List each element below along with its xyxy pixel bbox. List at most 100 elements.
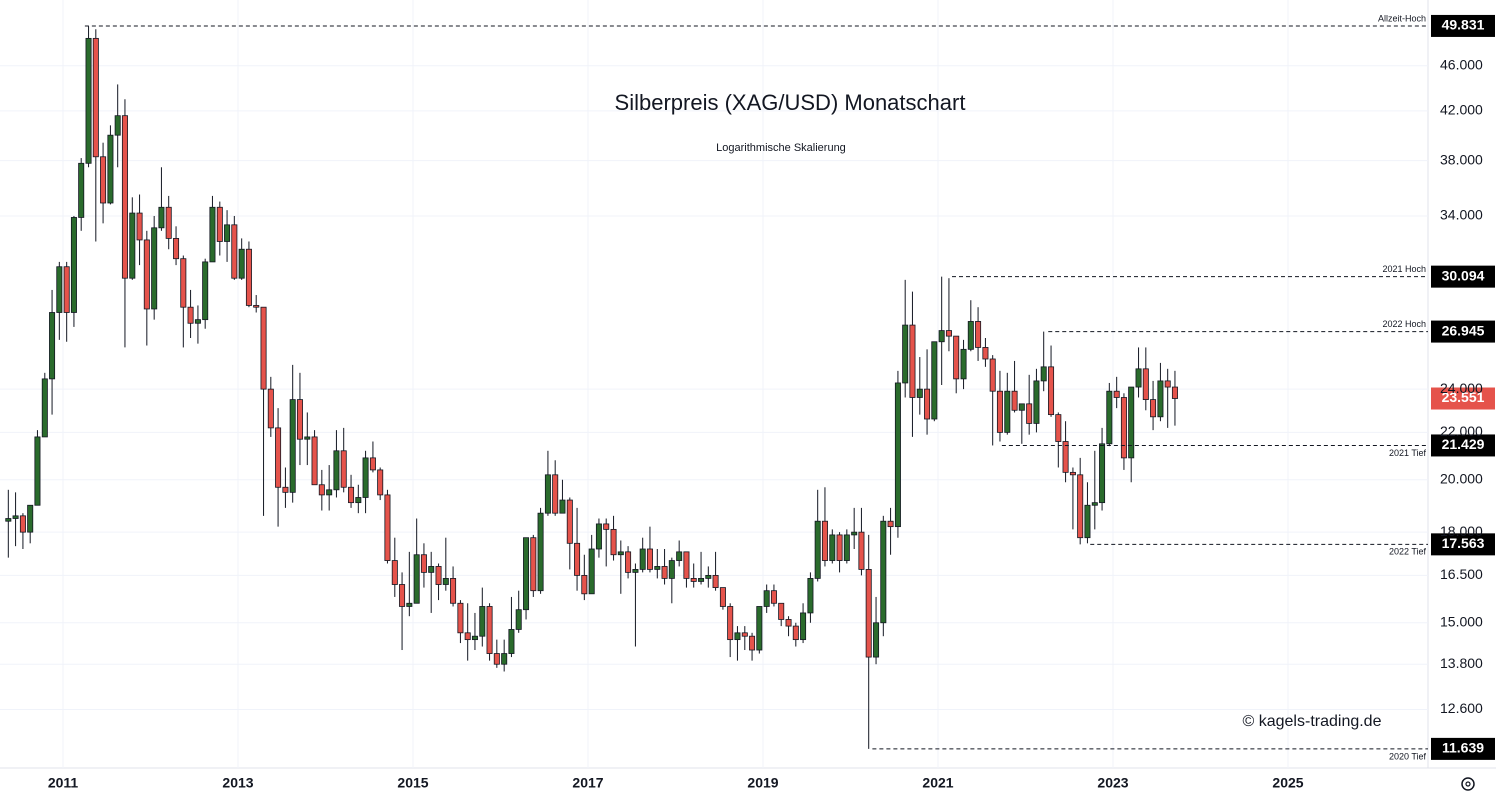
candle-body <box>683 551 690 579</box>
level-price-box <box>1431 737 1495 760</box>
candle-body <box>479 606 486 637</box>
candle-body <box>953 335 960 380</box>
candle-body <box>340 450 347 488</box>
last-price: 23.551 <box>1442 389 1485 405</box>
settings-hub[interactable] <box>1465 781 1471 787</box>
candle-body <box>78 162 85 218</box>
candle-body <box>559 499 566 514</box>
x-tick-label: 2025 <box>1272 775 1303 791</box>
candle-body <box>92 37 99 158</box>
candle-body <box>41 378 48 438</box>
candle-body <box>625 551 632 573</box>
settings-ring[interactable] <box>1461 777 1475 791</box>
level-label: 2021 Tief <box>1389 448 1427 458</box>
level-label: Allzeit-Hoch <box>1378 13 1426 23</box>
candle-body <box>49 312 56 380</box>
candle-body <box>282 486 289 493</box>
candle-body <box>916 388 923 398</box>
candle-body <box>1113 390 1120 398</box>
candle-body <box>996 390 1003 433</box>
candle-body <box>304 436 311 440</box>
candle-body <box>924 388 931 420</box>
candle-body <box>894 382 901 528</box>
candle-body <box>194 319 201 324</box>
candle-body <box>1164 380 1171 388</box>
candle-body <box>355 497 362 504</box>
candle-body <box>27 504 34 533</box>
overlays: Allzeit-Hoch 49.831 2021 Hoch 30.094 2022 Ho… <box>84 13 1495 761</box>
candle-body <box>151 227 158 310</box>
y-tick-label: 38.000 <box>1440 151 1483 167</box>
candle-body <box>1106 390 1113 445</box>
candle-body <box>493 653 500 665</box>
level-price: 21.429 <box>1442 436 1485 452</box>
candle-body <box>719 587 726 607</box>
candle-body <box>442 578 449 585</box>
level-label: 2022 Hoch <box>1382 319 1426 329</box>
level-price: 26.945 <box>1442 322 1485 338</box>
candle-body <box>931 341 938 420</box>
chart-subtitle: Logarithmische Skalierung <box>716 142 846 154</box>
candle-body <box>785 619 792 627</box>
candle-body <box>1055 414 1062 442</box>
settings-icon[interactable] <box>1461 777 1475 791</box>
candle-body <box>814 520 821 579</box>
candle-body <box>734 632 741 641</box>
x-tick-label: 2021 <box>922 775 953 791</box>
candle-body <box>121 115 128 279</box>
level-price: 49.831 <box>1442 17 1485 33</box>
y-tick-label: 20.000 <box>1440 470 1483 486</box>
candle-body <box>158 206 165 229</box>
candle-body <box>377 469 384 496</box>
candle-body <box>435 566 442 585</box>
candle-body <box>318 484 325 496</box>
candle-body <box>873 622 880 658</box>
candle-body <box>690 578 697 582</box>
candle-body <box>224 224 231 242</box>
candle-body <box>289 399 296 493</box>
candle-body <box>1157 380 1164 418</box>
candle-body <box>982 347 989 360</box>
x-tick-label: 2011 <box>48 775 79 791</box>
candle-body <box>245 248 252 306</box>
watermark: © kagels-trading.de <box>1243 713 1382 730</box>
candle-body <box>1069 471 1076 476</box>
candle-body <box>209 206 216 263</box>
candle-body <box>1084 504 1091 539</box>
candle-body <box>399 584 406 607</box>
level-label: 2020 Tief <box>1389 751 1427 761</box>
candle-body <box>165 206 172 239</box>
level-price-box <box>1431 533 1495 556</box>
y-tick-label: 15.000 <box>1440 613 1483 629</box>
candle-body <box>275 427 282 488</box>
candle-body <box>1135 368 1142 388</box>
candle-body <box>107 134 114 204</box>
candle-body <box>136 212 143 241</box>
candle-body <box>668 560 675 579</box>
candle-body <box>231 224 238 279</box>
x-tick-label: 2015 <box>397 775 428 791</box>
candle-body <box>646 548 653 570</box>
candle-body <box>486 606 493 654</box>
candle-body <box>654 566 661 570</box>
candle-body <box>639 548 646 570</box>
candle-body <box>260 306 267 390</box>
candle-body <box>1062 441 1069 473</box>
candle-body <box>829 534 836 561</box>
candle-body <box>661 566 668 579</box>
candle-body <box>698 578 705 582</box>
y-tick-label: 42.000 <box>1440 102 1483 118</box>
candle-body <box>807 578 814 614</box>
candle-body <box>1026 403 1033 424</box>
candle-body <box>595 523 602 550</box>
candle-body <box>464 632 471 641</box>
candle-body <box>143 239 150 310</box>
candle-body <box>574 542 581 576</box>
candle-body <box>938 330 945 343</box>
candle-body <box>530 537 537 592</box>
candle-body <box>676 551 683 561</box>
candle-body <box>63 266 70 313</box>
x-tick-label: 2019 <box>747 775 778 791</box>
candle-body <box>989 358 996 392</box>
candle-body <box>1120 397 1127 459</box>
